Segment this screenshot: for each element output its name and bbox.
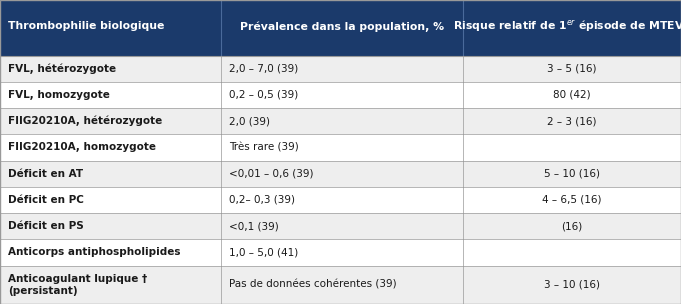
Text: 80 (42): 80 (42)	[553, 90, 591, 100]
Bar	[0, 56, 681, 82]
Text: 2,0 – 7,0 (39): 2,0 – 7,0 (39)	[229, 64, 298, 74]
Bar	[0, 239, 681, 266]
Text: 1,0 – 5,0 (41): 1,0 – 5,0 (41)	[229, 247, 298, 257]
Text: Prévalence dans la population, %: Prévalence dans la population, %	[240, 21, 444, 32]
Text: 2,0 (39): 2,0 (39)	[229, 116, 270, 126]
Text: 5 – 10 (16): 5 – 10 (16)	[544, 169, 600, 179]
Text: 3 – 5 (16): 3 – 5 (16)	[548, 64, 597, 74]
Bar	[0, 161, 681, 187]
Bar	[0, 187, 681, 213]
Text: <0,1 (39): <0,1 (39)	[229, 221, 279, 231]
Text: Déficit en PS: Déficit en PS	[8, 221, 84, 231]
Bar	[0, 213, 681, 239]
Bar	[0, 266, 681, 304]
Text: 3 – 10 (16): 3 – 10 (16)	[544, 280, 600, 290]
Text: 2 – 3 (16): 2 – 3 (16)	[548, 116, 597, 126]
Text: FIIG20210A, homozygote: FIIG20210A, homozygote	[8, 143, 156, 152]
Bar	[0, 0, 681, 56]
Text: Risque relatif de 1$^{er}$ épisode de MTEV*: Risque relatif de 1$^{er}$ épisode de MT…	[454, 19, 681, 34]
Text: Très rare (39): Très rare (39)	[229, 143, 299, 152]
Text: Anticoagulant lupique †
(persistant): Anticoagulant lupique † (persistant)	[8, 274, 147, 295]
Text: Thrombophilie biologique: Thrombophilie biologique	[8, 21, 164, 31]
Text: (16): (16)	[561, 221, 583, 231]
Text: FVL, homozygote: FVL, homozygote	[8, 90, 110, 100]
Text: Pas de données cohérentes (39): Pas de données cohérentes (39)	[229, 280, 397, 290]
Text: Déficit en AT: Déficit en AT	[8, 169, 83, 179]
Text: Anticorps antiphospholipides: Anticorps antiphospholipides	[8, 247, 180, 257]
Text: <0,01 – 0,6 (39): <0,01 – 0,6 (39)	[229, 169, 314, 179]
Text: 0,2– 0,3 (39): 0,2– 0,3 (39)	[229, 195, 296, 205]
Bar	[0, 134, 681, 161]
Bar	[0, 82, 681, 108]
Text: 0,2 – 0,5 (39): 0,2 – 0,5 (39)	[229, 90, 298, 100]
Bar	[0, 108, 681, 134]
Text: Déficit en PC: Déficit en PC	[8, 195, 84, 205]
Text: FVL, hétérozygote: FVL, hétérozygote	[8, 64, 116, 74]
Text: 4 – 6,5 (16): 4 – 6,5 (16)	[542, 195, 602, 205]
Text: FIIG20210A, hétérozygote: FIIG20210A, hétérozygote	[8, 116, 162, 126]
